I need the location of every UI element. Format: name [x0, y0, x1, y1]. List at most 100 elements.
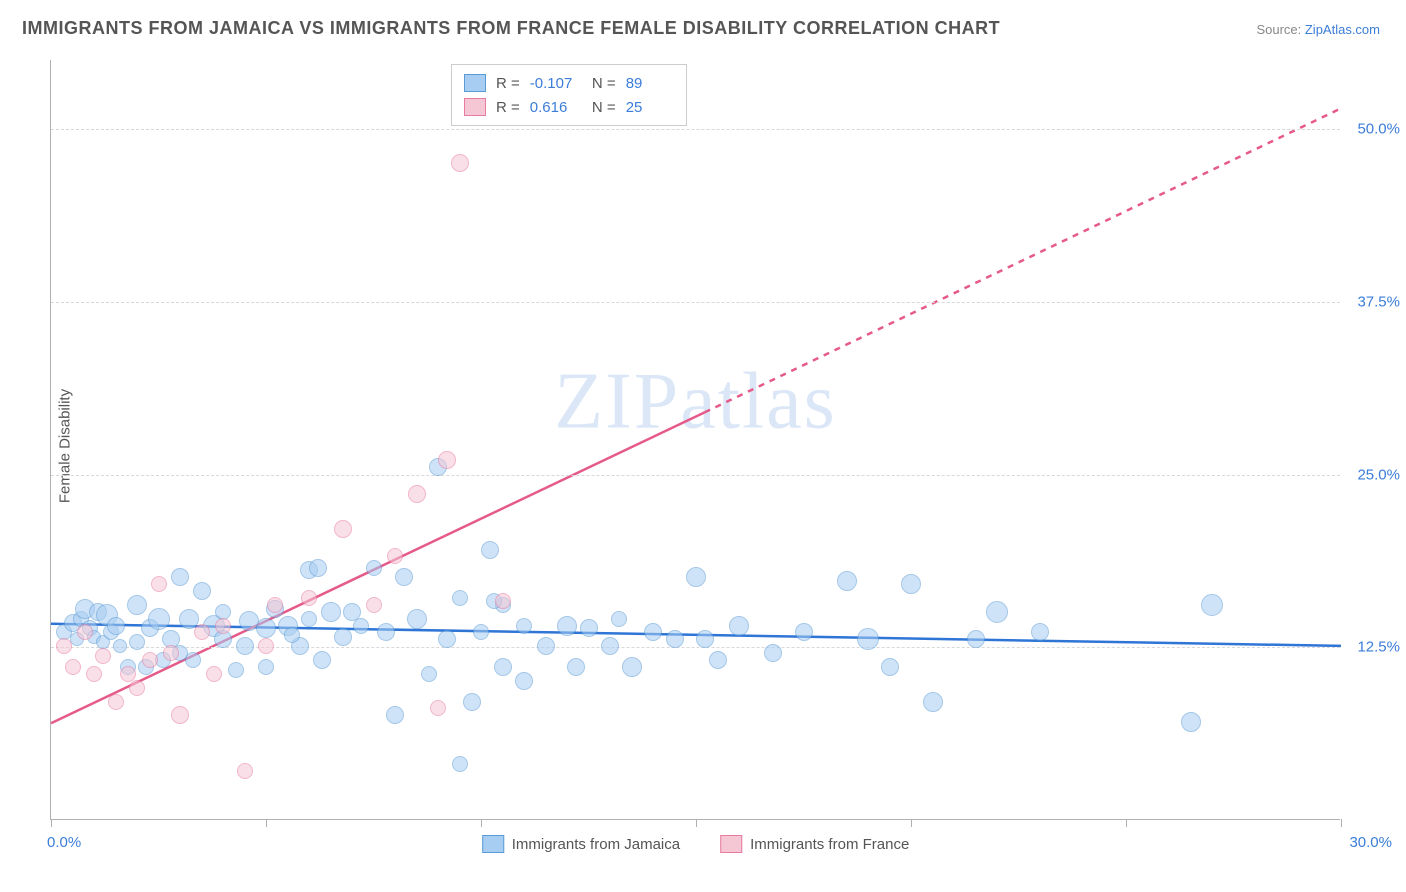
data-point [516, 618, 532, 634]
data-point [301, 611, 317, 627]
data-point [473, 624, 489, 640]
source-link[interactable]: ZipAtlas.com [1305, 22, 1380, 37]
data-point [463, 693, 481, 711]
data-point [1031, 623, 1049, 641]
data-point [451, 154, 469, 172]
data-point [206, 666, 222, 682]
data-point [452, 590, 468, 606]
data-point [228, 662, 244, 678]
data-point [193, 582, 211, 600]
data-point [709, 651, 727, 669]
data-point [622, 657, 642, 677]
data-point [366, 560, 382, 576]
data-point [857, 628, 879, 650]
data-point [515, 672, 533, 690]
data-point [495, 593, 511, 609]
data-point [386, 706, 404, 724]
data-point [334, 628, 352, 646]
data-point [686, 567, 706, 587]
data-point [1181, 712, 1201, 732]
data-point [837, 571, 857, 591]
legend-row: R =-0.107 N =89 [464, 71, 674, 95]
data-point [430, 700, 446, 716]
gridline [51, 475, 1340, 476]
data-point [65, 659, 81, 675]
legend-item: Immigrants from Jamaica [482, 835, 680, 853]
legend-swatch [464, 98, 486, 116]
data-point [696, 630, 714, 648]
data-point [334, 520, 352, 538]
x-axis-max-label: 30.0% [1349, 834, 1392, 851]
data-point [644, 623, 662, 641]
data-point [452, 756, 468, 772]
data-point [194, 624, 210, 640]
data-point [353, 618, 369, 634]
data-point [481, 541, 499, 559]
data-point [107, 617, 125, 635]
data-point [795, 623, 813, 641]
data-point [611, 611, 627, 627]
data-point [557, 616, 577, 636]
data-point [601, 637, 619, 655]
correlation-legend: R =-0.107 N =89 R =0.616 N =25 [451, 64, 687, 126]
series-legend: Immigrants from Jamaica Immigrants from F… [482, 835, 910, 853]
data-point [56, 638, 72, 654]
data-point [537, 637, 555, 655]
legend-item: Immigrants from France [720, 835, 909, 853]
data-point [258, 659, 274, 675]
legend-swatch [464, 74, 486, 92]
data-point [666, 630, 684, 648]
y-tick-label: 50.0% [1357, 121, 1400, 138]
source-label: Source: ZipAtlas.com [1256, 22, 1380, 37]
data-point [284, 627, 300, 643]
data-point [729, 616, 749, 636]
data-point [142, 652, 158, 668]
data-point [77, 624, 93, 640]
data-point [967, 630, 985, 648]
data-point [407, 609, 427, 629]
data-point [421, 666, 437, 682]
data-point [301, 590, 317, 606]
x-axis-min-label: 0.0% [47, 834, 81, 851]
data-point [113, 639, 127, 653]
trend-lines [51, 60, 1340, 819]
chart-title: IMMIGRANTS FROM JAMAICA VS IMMIGRANTS FR… [22, 18, 1000, 39]
y-tick-label: 25.0% [1357, 466, 1400, 483]
y-tick-label: 12.5% [1357, 639, 1400, 656]
legend-swatch [482, 835, 504, 853]
data-point [171, 568, 189, 586]
legend-swatch [720, 835, 742, 853]
data-point [148, 608, 170, 630]
x-tick [266, 819, 267, 827]
plot-area: ZIPatlas 0.0% 30.0% R =-0.107 N =89 R =0… [50, 60, 1340, 820]
x-tick [911, 819, 912, 827]
data-point [267, 597, 283, 613]
y-tick-label: 37.5% [1357, 293, 1400, 310]
data-point [366, 597, 382, 613]
data-point [95, 648, 111, 664]
data-point [580, 619, 598, 637]
data-point [438, 451, 456, 469]
data-point [151, 576, 167, 592]
data-point [129, 680, 145, 696]
data-point [127, 595, 147, 615]
data-point [408, 485, 426, 503]
x-tick [481, 819, 482, 827]
data-point [377, 623, 395, 641]
legend-row: R =0.616 N =25 [464, 95, 674, 119]
data-point [163, 645, 179, 661]
data-point [1201, 594, 1223, 616]
data-point [86, 666, 102, 682]
data-point [258, 638, 274, 654]
data-point [256, 618, 276, 638]
x-tick [696, 819, 697, 827]
data-point [764, 644, 782, 662]
data-point [901, 574, 921, 594]
data-point [321, 602, 341, 622]
data-point [108, 694, 124, 710]
gridline [51, 129, 1340, 130]
x-tick [1126, 819, 1127, 827]
data-point [494, 658, 512, 676]
data-point [129, 634, 145, 650]
data-point [387, 548, 403, 564]
